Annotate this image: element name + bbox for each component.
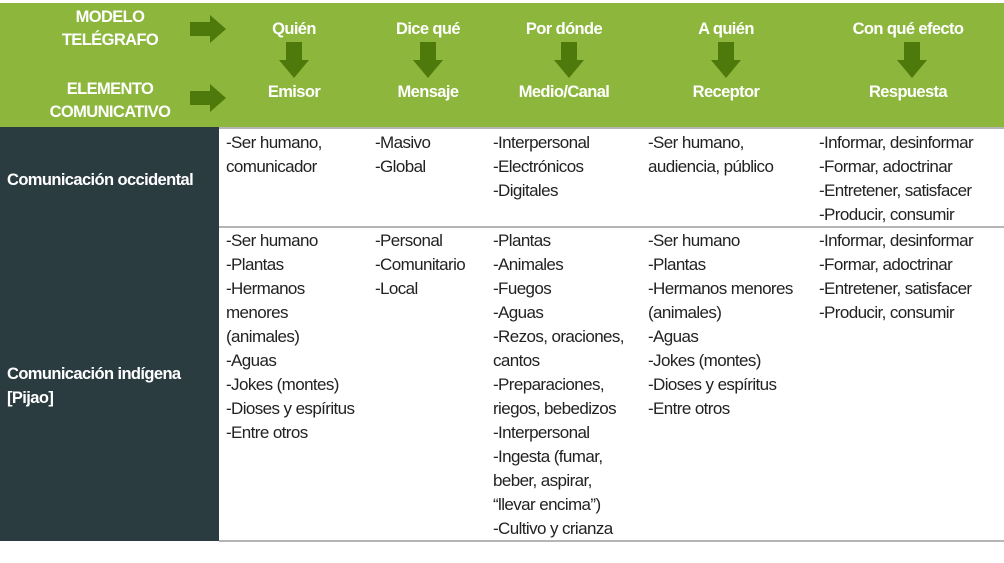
- model-dice-que: Dice qué: [396, 20, 461, 38]
- arrow-down-icon: [897, 42, 927, 78]
- element-medio-canal: Medio/Canal: [518, 83, 610, 101]
- row-label-occidental: Comunicación occidental: [7, 171, 194, 189]
- cell-medio: -Interpersonal -Electrónicos -Digitales: [493, 133, 590, 200]
- cell-mensaje: -Personal -Comunitario -Local: [375, 231, 466, 298]
- row-label-modelo-telegrafo: MODELO TELÉGRAFO: [61, 8, 159, 49]
- arrow-down-icon: [279, 42, 309, 78]
- divider: [219, 540, 1004, 542]
- divider: [219, 127, 1004, 129]
- row-label-column: [0, 127, 219, 541]
- cell-mensaje: -Masivo -Global: [375, 133, 431, 176]
- element-respuesta: Respuesta: [868, 83, 948, 101]
- element-receptor: Receptor: [692, 83, 760, 101]
- cell-emisor: -Ser humano -Plantas -Hermanos menores (…: [226, 231, 355, 442]
- cell-receptor: -Ser humano, audiencia, público: [648, 133, 774, 176]
- row-label-indigena: Comunicación indígena [Pijao]: [7, 365, 181, 407]
- cell-medio: -Plantas -Animales -Fuegos -Aguas -Rezos…: [493, 231, 625, 538]
- cell-emisor: -Ser humano, comunicador: [226, 133, 322, 176]
- cell-respuesta: -Informar, desinformar -Formar, adoctrin…: [819, 133, 974, 224]
- cell-respuesta: -Informar, desinformar -Formar, adoctrin…: [819, 231, 974, 322]
- element-emisor: Emisor: [267, 83, 321, 101]
- row-label-elemento-comunicativo: ELEMENTO COMUNICATIVO: [49, 80, 171, 121]
- model-por-donde: Por dónde: [525, 20, 603, 38]
- arrow-right-icon: [190, 84, 226, 112]
- model-quien: Quién: [272, 20, 316, 38]
- cell-receptor: -Ser humano -Plantas -Hermanos menores (…: [648, 231, 793, 418]
- arrow-down-icon: [413, 42, 443, 78]
- table-header: MODELO TELÉGRAFO ELEMENTO COMUNICATIVO Q…: [0, 3, 1004, 127]
- arrow-down-icon: [711, 42, 741, 78]
- arrow-down-icon: [554, 42, 584, 78]
- element-mensaje: Mensaje: [397, 83, 460, 101]
- arrow-right-icon: [190, 15, 226, 43]
- model-con-que-efecto: Con qué efecto: [852, 20, 964, 38]
- divider: [219, 226, 1004, 228]
- model-a-quien: A quién: [698, 20, 754, 38]
